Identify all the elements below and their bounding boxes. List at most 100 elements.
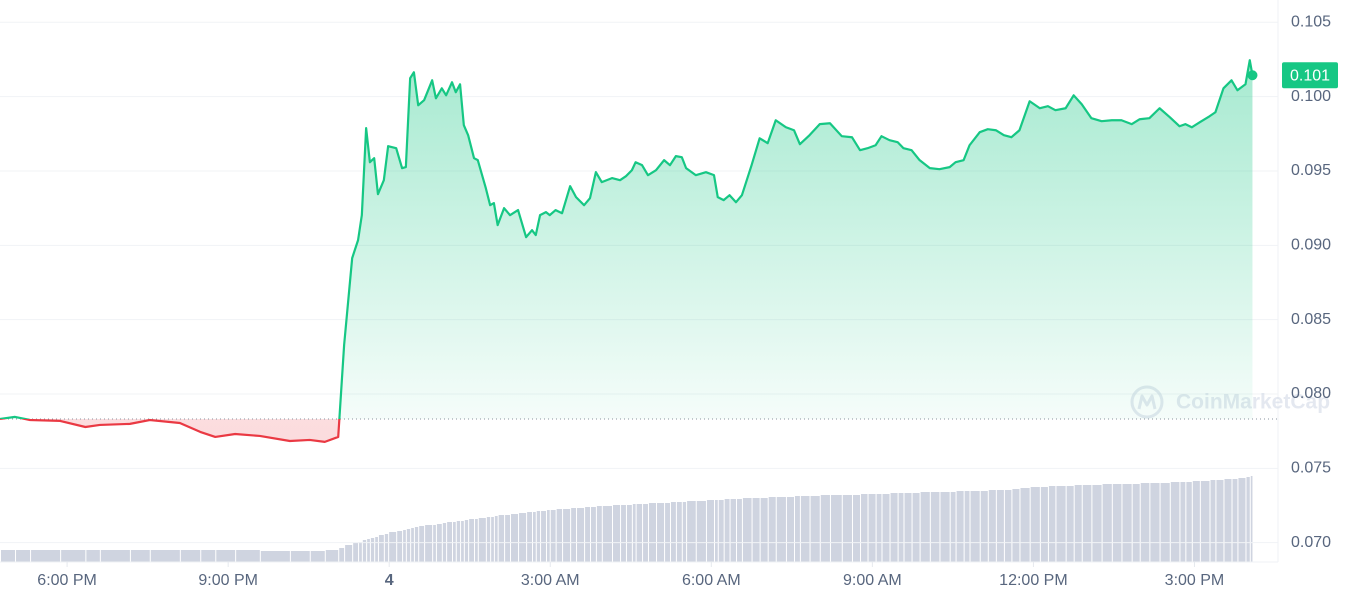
volume-bar	[964, 491, 970, 562]
volume-bar	[571, 508, 577, 562]
volume-bar	[533, 512, 536, 562]
volume-bar	[556, 509, 563, 562]
volume-bar	[397, 531, 403, 562]
volume-bar	[406, 529, 411, 562]
volume-bar	[820, 495, 830, 562]
volume-bar	[842, 495, 852, 562]
volume-bar	[353, 543, 359, 562]
volume-bar	[602, 506, 612, 562]
volume-bar	[904, 493, 912, 562]
volume-bar	[546, 510, 550, 562]
volume-bar	[1180, 482, 1186, 562]
volume-bar	[414, 527, 419, 562]
volume-bar	[1192, 481, 1200, 562]
volume-bar	[260, 551, 290, 562]
volume-bar	[715, 500, 718, 562]
volume-bar	[760, 498, 768, 562]
volume-bar	[216, 550, 236, 562]
volume-bar	[519, 513, 527, 562]
volume-bar	[1082, 485, 1092, 562]
x-tick-label: 4	[385, 572, 394, 589]
x-tick-label: 9:00 PM	[198, 572, 258, 589]
volume-bar	[486, 517, 491, 562]
volume-bar	[1122, 484, 1132, 562]
volume-bar	[1150, 483, 1160, 562]
volume-bar	[585, 507, 590, 562]
volume-bar	[1140, 483, 1150, 562]
y-tick-label: 0.080	[1291, 385, 1331, 402]
volume-bar	[1, 550, 16, 562]
y-tick-label: 0.070	[1291, 534, 1331, 551]
volume-bar	[632, 504, 636, 562]
volume-bar	[1132, 484, 1140, 562]
volume-bar	[505, 515, 510, 562]
y-tick-label: 0.105	[1291, 14, 1331, 31]
x-tick-label: 3:00 AM	[521, 572, 580, 589]
volume-bar	[362, 540, 367, 562]
volume-bar	[742, 498, 752, 562]
volume-bar	[996, 490, 1004, 562]
volume-bar	[1066, 486, 1074, 562]
volume-bar	[1040, 487, 1048, 562]
volume-bar	[201, 550, 216, 562]
volume-bar	[433, 525, 436, 562]
volume-bar	[1210, 480, 1216, 562]
volume-bar	[800, 496, 810, 562]
volume-bar	[236, 550, 260, 562]
volume-bar	[676, 502, 682, 562]
volume-bar	[786, 497, 794, 562]
volume-layer	[1, 476, 1253, 562]
volume-bar	[940, 492, 950, 562]
volume-bar	[626, 505, 632, 562]
volume-bar	[657, 503, 665, 562]
volume-bar	[912, 493, 920, 562]
volume-bar	[491, 517, 494, 562]
volume-bar	[1056, 486, 1066, 562]
volume-bar	[453, 522, 456, 562]
volume-bar	[737, 499, 742, 562]
volume-bar	[536, 511, 541, 562]
volume-bar	[1012, 489, 1020, 562]
volume-bar	[478, 518, 486, 562]
area-up	[0, 60, 1253, 419]
current-price-tag	[1282, 62, 1338, 89]
price-line-up	[0, 59, 1254, 419]
volume-bar	[378, 535, 384, 562]
volume-bar	[706, 500, 714, 562]
volume-bar	[730, 499, 737, 562]
volume-bar	[670, 502, 676, 562]
volume-bar	[890, 493, 898, 562]
volume-bar	[1232, 479, 1238, 562]
volume-bar	[810, 496, 820, 562]
volume-bar	[636, 504, 643, 562]
volume-bar	[830, 495, 842, 562]
volume-bar	[86, 550, 100, 562]
volume-bar	[461, 521, 464, 562]
volume-bar	[1160, 483, 1170, 562]
volume-bar	[464, 520, 469, 562]
volume-bar	[1092, 485, 1102, 562]
volume-bar	[930, 492, 940, 562]
volume-bar	[852, 495, 861, 562]
volume-bar	[861, 494, 868, 562]
volume-bar	[776, 497, 786, 562]
volume-bar	[130, 550, 150, 562]
volume-bar	[590, 507, 596, 562]
x-tick-label: 3:00 PM	[1165, 572, 1225, 589]
x-tick-label: 12:00 PM	[999, 572, 1067, 589]
volume-bar	[724, 499, 730, 562]
volume-bar	[1250, 476, 1253, 562]
volume-bar	[359, 542, 362, 562]
volume-bar	[898, 493, 904, 562]
volume-bar	[1170, 482, 1180, 562]
volume-bar	[988, 490, 996, 562]
volume-bar	[980, 491, 988, 562]
volume-bar	[1246, 477, 1250, 562]
volume-bar	[752, 498, 760, 562]
volume-bar	[541, 511, 546, 562]
volume-bar	[389, 532, 397, 562]
volume-bar	[370, 538, 375, 562]
volume-bar	[180, 550, 201, 562]
volume-bar	[563, 509, 571, 562]
